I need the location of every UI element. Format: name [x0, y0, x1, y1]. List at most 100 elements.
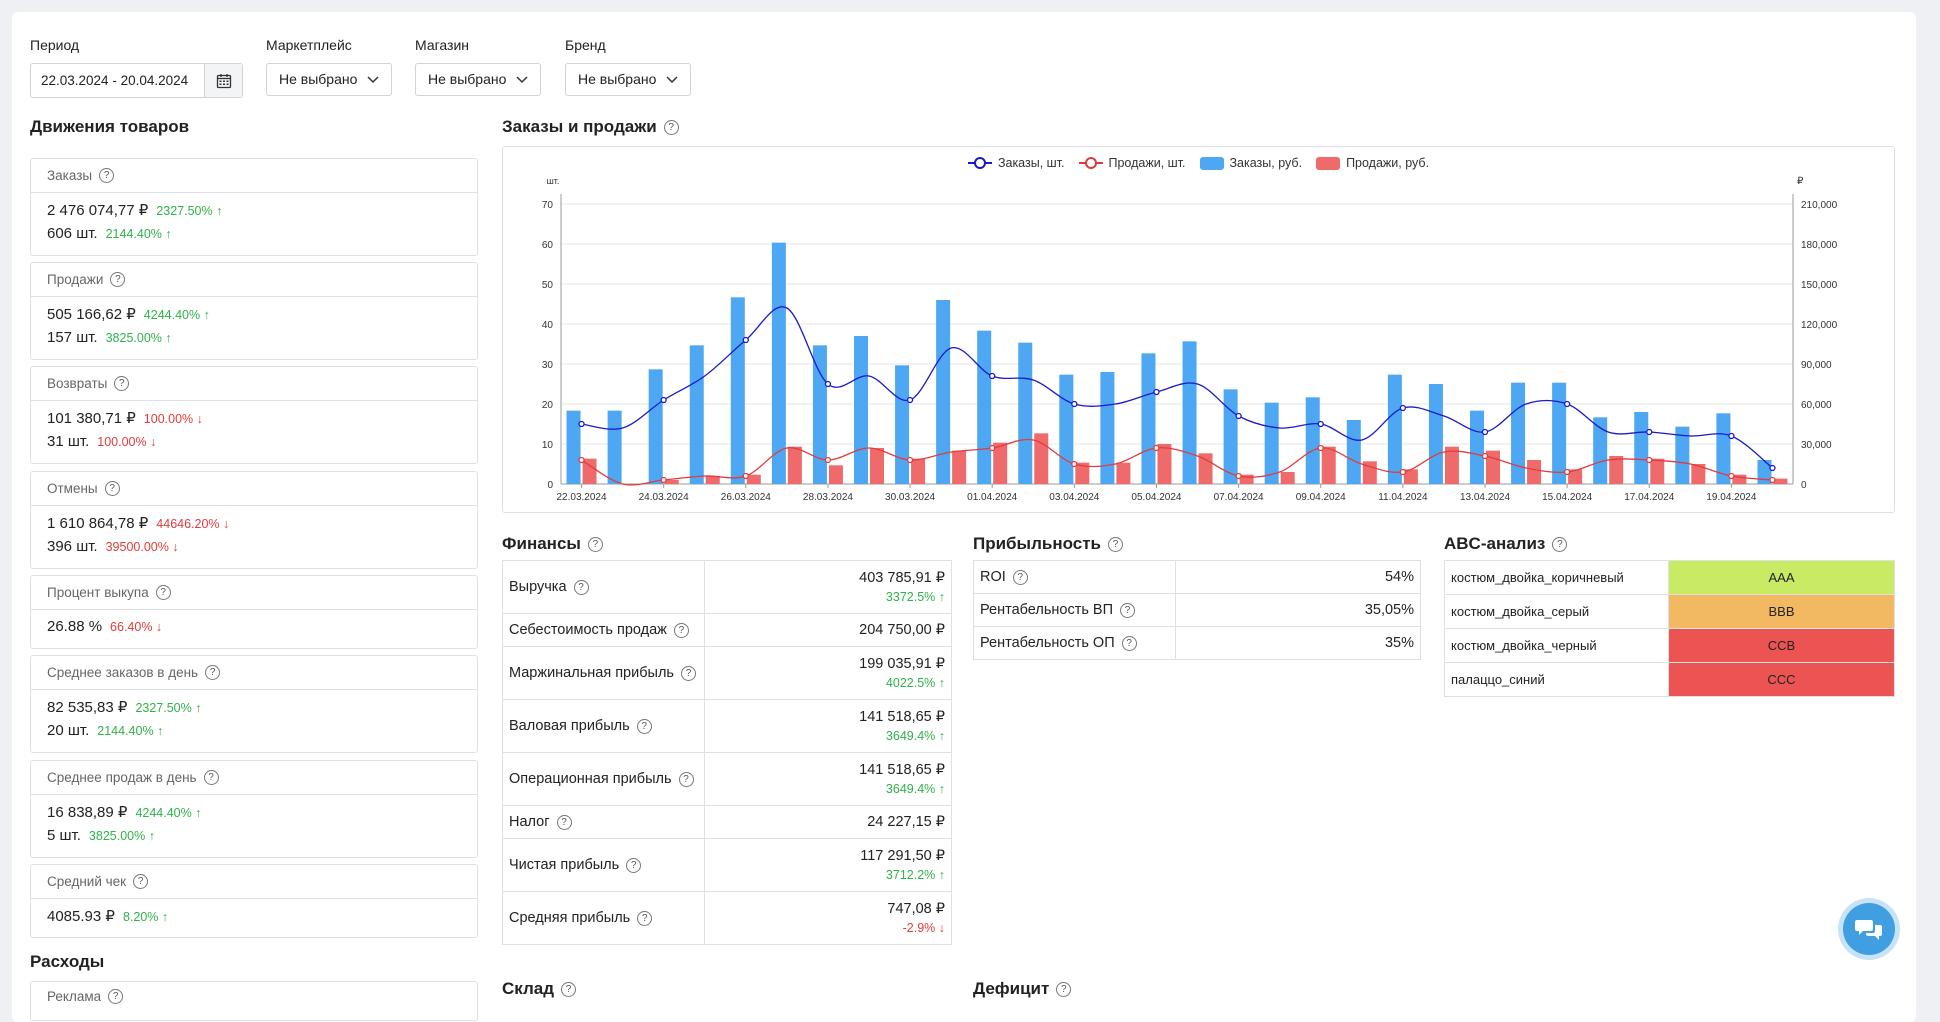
metric-card-body: 2 476 074,77 ₽ 2327.50% ↑ 606 шт. 2144.40% … — [31, 193, 477, 255]
brand-label: Бренд — [565, 37, 606, 53]
sales-rub-bar — [746, 474, 761, 484]
metric-card-header: Процент выкупа? — [31, 576, 477, 610]
right-tick-label: 0 — [1801, 480, 1807, 491]
help-circle-icon[interactable]: ? — [663, 119, 679, 135]
chevron-down-icon — [666, 75, 678, 83]
abc-product: палаццо_синий — [1451, 672, 1545, 687]
help-circle-icon[interactable]: ? — [99, 168, 115, 183]
help-circle-icon[interactable]: ? — [1120, 602, 1136, 618]
x-tick-label: 17.04.2024 — [1624, 492, 1674, 503]
help-circle-icon[interactable]: ? — [1107, 536, 1123, 552]
metric-card: Среднее заказов в день? 82 535,83 ₽ 2327.5… — [30, 655, 478, 753]
abc-product-cell: костюм_двойка_черный — [1444, 628, 1669, 663]
finances-row: Маржинальная прибыль? 199 035,91 ₽ 4022.5%… — [502, 646, 952, 700]
finances-row-label: Себестоимость продаж — [509, 622, 667, 638]
x-tick-label: 15.04.2024 — [1542, 492, 1592, 503]
chat-button[interactable] — [1838, 898, 1900, 960]
finances-row-value: 204 750,00 ₽ — [859, 622, 945, 638]
help-circle-icon[interactable]: ? — [110, 272, 126, 287]
finances-row-label: Налог — [509, 814, 550, 830]
finances-row-value-cell: 747,08 ₽ -2.9% ↓ — [704, 891, 952, 945]
orders-rub-bar — [1346, 420, 1361, 484]
finances-row: Налог? 24 227,15 ₽ — [502, 805, 952, 839]
help-circle-icon[interactable]: ? — [203, 770, 219, 785]
help-circle-icon[interactable]: ? — [205, 665, 221, 680]
sales-qty-line-point — [660, 476, 667, 484]
metric-value: 606 шт. — [47, 225, 98, 242]
orders-rub-bar — [1018, 342, 1033, 484]
legend-item[interactable]: Заказы, руб. — [1199, 156, 1302, 170]
sales-rub-bar — [787, 446, 802, 484]
help-circle-icon[interactable]: ? — [678, 771, 694, 787]
help-circle-icon[interactable]: ? — [1056, 981, 1072, 997]
profitability-value: 35% — [1384, 635, 1414, 651]
metric-line: 396 шт. 39500.00% ↓ — [47, 538, 461, 562]
metric-card-header: Возвраты? — [31, 367, 477, 401]
orders-qty-line-point — [742, 336, 749, 344]
help-circle-icon[interactable]: ? — [133, 874, 149, 889]
metric-card-header: Среднее продаж в день? — [31, 761, 477, 795]
help-circle-icon[interactable]: ? — [587, 536, 603, 552]
help-circle-icon[interactable]: ? — [108, 988, 124, 1004]
store-select[interactable]: Не выбрано — [415, 63, 542, 96]
help-circle-icon[interactable]: ? — [114, 376, 130, 391]
help-circle-icon[interactable]: ? — [573, 579, 589, 595]
legend-item[interactable]: Заказы, шт. — [967, 156, 1065, 170]
period-picker[interactable]: 22.03.2024 - 20.04.2024 — [30, 63, 243, 98]
warehouse-title: Склад ? — [502, 979, 577, 999]
orders-rub-bar — [1141, 353, 1156, 484]
legend-item[interactable]: Продажи, руб. — [1316, 156, 1429, 170]
help-circle-icon[interactable]: ? — [673, 622, 689, 638]
legend-item[interactable]: Продажи, шт. — [1078, 156, 1186, 170]
metric-card: Отмены? 1 610 864,78 ₽44646.20% ↓ 396 шт. 3… — [30, 471, 478, 569]
orders-rub-bar — [1059, 374, 1074, 484]
help-circle-icon[interactable]: ? — [556, 814, 572, 830]
finances-row-change: -2.9% ↓ — [902, 921, 945, 935]
metric-card: Продажи? 505 166,62 ₽ 4244.40% ↑ 157 шт. 382… — [30, 262, 478, 360]
metric-card-body: 505 166,62 ₽ 4244.40% ↑ 157 шт. 3825.00% ↑ — [31, 297, 477, 359]
sales-rub-bar — [911, 458, 926, 484]
finances-row-label-cell: Выручка? — [502, 560, 705, 614]
abc-grade-cell: CCC — [1668, 662, 1895, 697]
period-input[interactable]: 22.03.2024 - 20.04.2024 — [41, 73, 189, 88]
orders-rub-bar — [1757, 460, 1772, 484]
metric-value: 5 шт. — [47, 827, 81, 844]
brand-select[interactable]: Не выбрано — [565, 63, 692, 96]
help-circle-icon[interactable]: ? — [626, 857, 642, 873]
metric-change: 100.00% ↓ — [97, 435, 157, 449]
marketplace-select[interactable]: Не выбрано — [266, 63, 393, 96]
help-circle-icon[interactable]: ? — [561, 981, 577, 997]
sales-qty-line-point — [1481, 452, 1489, 460]
abc-row: костюм_двойка_черный CCB — [1444, 628, 1895, 663]
sales-rub-bar — [1198, 453, 1213, 484]
profitability-value-cell: 35% — [1175, 626, 1421, 660]
help-circle-icon[interactable]: ? — [1012, 569, 1028, 585]
x-tick-label: 22.03.2024 — [557, 492, 607, 503]
help-circle-icon[interactable]: ? — [636, 718, 652, 734]
help-circle-icon[interactable]: ? — [637, 910, 653, 926]
sales-qty-line-point — [578, 456, 585, 464]
help-circle-icon[interactable]: ? — [1121, 635, 1137, 651]
calendar-button[interactable] — [204, 64, 242, 97]
metric-card-header: Заказы? — [31, 159, 477, 193]
finances-row-value: 24 227,15 ₽ — [867, 814, 945, 830]
right-tick-label: 30,000 — [1801, 440, 1832, 451]
left-tick-label: 50 — [542, 280, 554, 291]
profitability-table: ROI? 54% Рентабельность ВП? 35,05% Рентабель… — [973, 560, 1421, 660]
left-tick-label: 0 — [547, 480, 553, 491]
period-label: Период — [30, 37, 80, 53]
sales-rub-bar — [664, 480, 679, 484]
help-circle-icon[interactable]: ? — [104, 481, 120, 496]
metric-card-label: Возвраты — [47, 376, 108, 391]
help-circle-icon[interactable]: ? — [155, 585, 171, 600]
sales-qty-line-point — [1563, 468, 1571, 476]
finances-row-label: Маржинальная прибыль — [509, 665, 674, 681]
help-circle-icon[interactable]: ? — [680, 665, 696, 681]
help-circle-icon[interactable]: ? — [1552, 536, 1568, 552]
expenses-title: Расходы — [30, 952, 105, 971]
orders-rub-bar — [1305, 397, 1320, 484]
profitability-label: Рентабельность ВП — [980, 602, 1114, 618]
sales-qty-line-point — [1235, 472, 1242, 480]
legend-line-swatch — [967, 157, 992, 169]
sales-rub-bar — [1239, 474, 1254, 484]
